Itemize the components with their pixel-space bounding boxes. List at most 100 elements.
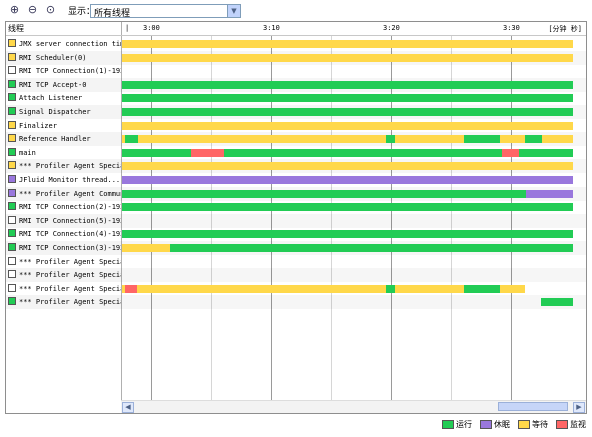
state-segment-waiting xyxy=(122,53,573,62)
thread-row[interactable]: RMI Scheduler(0) xyxy=(6,50,121,65)
toolbar: ⊕ ⊖ ⊙ 显示： 所有线程 ▼ xyxy=(0,0,592,20)
timeline-row xyxy=(121,132,586,146)
thread-state-icon xyxy=(8,161,16,170)
thread-row[interactable]: *** Profiler Agent Specia... xyxy=(6,295,121,310)
thread-row[interactable]: Attach Listener xyxy=(6,91,121,105)
timeline-row xyxy=(121,200,586,214)
timeline-row xyxy=(121,105,586,119)
thread-name: RMI TCP Connection(3)-192... xyxy=(19,244,121,252)
thread-row[interactable]: main xyxy=(6,146,121,160)
state-segment-waiting xyxy=(136,284,387,293)
state-segment-running xyxy=(122,189,526,198)
show-label: 显示： xyxy=(68,7,96,17)
state-segment-waiting xyxy=(122,284,126,293)
thread-row[interactable]: *** Profiler Agent Specia... xyxy=(6,268,121,283)
thread-name: main xyxy=(19,148,36,157)
state-segment-running xyxy=(122,80,573,89)
thread-row[interactable]: RMI TCP Connection(1)-192.... xyxy=(6,64,121,78)
timeline-row xyxy=(121,64,586,78)
legend-item-waiting: 等待 xyxy=(518,419,548,430)
gridline-major xyxy=(151,36,152,401)
thread-state-icon xyxy=(8,188,16,197)
thread-row[interactable]: RMI TCP Connection(4)-192... xyxy=(6,227,121,241)
scroll-thumb[interactable] xyxy=(498,402,568,411)
thread-state-icon xyxy=(8,66,16,75)
thread-row[interactable]: Finalizer xyxy=(6,119,121,133)
horizontal-scrollbar[interactable]: ◀ ▶ xyxy=(121,400,586,413)
state-segment-waiting xyxy=(500,135,526,144)
timeline-row xyxy=(121,255,586,269)
thread-state-icon xyxy=(8,229,16,238)
thread-row[interactable]: *** Profiler Agent Specia... xyxy=(6,159,121,174)
timeline-row xyxy=(121,214,586,228)
state-segment-running xyxy=(122,203,573,212)
state-segment-running xyxy=(224,148,503,157)
state-segment-running xyxy=(169,244,573,252)
timeline-row xyxy=(121,146,586,160)
thread-row[interactable]: RMI TCP Connection(2)-192... xyxy=(6,200,121,214)
thread-state-icon xyxy=(8,215,16,224)
thread-state-icon xyxy=(8,120,16,129)
thread-state-icon xyxy=(8,134,16,143)
thread-name: *** Profiler Agent Specia... xyxy=(19,257,121,266)
scroll-left-button[interactable]: ◀ xyxy=(122,402,134,413)
state-segment-waiting xyxy=(500,284,526,293)
thread-state-icon xyxy=(8,39,16,47)
timeline-row xyxy=(121,268,586,282)
thread-row[interactable]: *** Profiler Agent Specia... xyxy=(6,282,121,296)
thread-row[interactable]: JMX server connection tim... xyxy=(6,37,121,51)
time-tick: 3:20 xyxy=(383,24,400,32)
scroll-right-button[interactable]: ▶ xyxy=(573,402,585,413)
gridline-minor xyxy=(331,36,332,401)
state-segment-sleeping xyxy=(122,176,573,184)
thread-row[interactable]: *** Profiler Agent Specia... xyxy=(6,255,121,269)
state-segment-waiting xyxy=(122,40,573,48)
thread-name: Signal Dispatcher xyxy=(19,108,91,116)
state-segment-waiting xyxy=(122,244,170,252)
legend-item-running: 运行 xyxy=(442,419,472,430)
thread-state-icon xyxy=(8,297,16,306)
thread-row[interactable]: JFluid Monitor thread... xyxy=(6,173,121,187)
legend-item-monitor: 监视 xyxy=(556,419,586,430)
timeline-header: | 3:00 3:10 3:20 3:30 [分钟 秒] xyxy=(121,22,586,36)
thread-name: Reference Handler xyxy=(19,135,91,144)
gridline-minor xyxy=(451,36,452,401)
thread-state-icon xyxy=(8,107,16,115)
thread-state-icon xyxy=(8,147,16,156)
timeline-row xyxy=(121,37,586,51)
thread-name: RMI Scheduler(0) xyxy=(19,53,87,62)
legend-item-sleeping: 休眠 xyxy=(480,419,510,430)
threads-column-header: 线程 xyxy=(6,22,121,36)
legend-label: 监视 xyxy=(570,420,586,429)
thread-name: RMI TCP Connection(4)-192... xyxy=(19,230,121,239)
thread-state-icon xyxy=(8,243,16,251)
timeline-row xyxy=(121,119,586,133)
thread-state-icon xyxy=(8,283,16,292)
state-segment-sleeping xyxy=(525,189,573,198)
zoom-out-icon[interactable]: ⊖ xyxy=(27,3,38,16)
timeline[interactable]: | 3:00 3:10 3:20 3:30 [分钟 秒] ◀ ▶ xyxy=(121,22,586,413)
threads-panel: 线程 JMX server connection tim... RMI Sched… xyxy=(5,21,587,414)
zoom-fit-icon[interactable]: ⊙ xyxy=(45,3,56,16)
thread-name: Finalizer xyxy=(19,121,57,130)
chevron-down-icon[interactable]: ▼ xyxy=(227,5,240,17)
thread-row[interactable]: Signal Dispatcher xyxy=(6,105,121,119)
timeline-row xyxy=(121,173,586,187)
legend-swatch xyxy=(442,420,454,429)
state-segment-waiting xyxy=(122,121,573,130)
thread-row[interactable]: *** Profiler Agent Commun... xyxy=(6,186,121,201)
timeline-row xyxy=(121,282,586,296)
legend-label: 等待 xyxy=(532,420,548,429)
thread-row[interactable]: RMI TCP Connection(3)-192... xyxy=(6,241,121,255)
thread-names-column: 线程 JMX server connection tim... RMI Sched… xyxy=(6,22,122,413)
thread-state-icon xyxy=(8,79,16,88)
legend-swatch xyxy=(556,420,568,429)
thread-row[interactable]: Reference Handler xyxy=(6,132,121,147)
thread-row[interactable]: RMI TCP Accept-0 xyxy=(6,77,121,92)
timeline-row xyxy=(121,159,586,173)
thread-name: *** Profiler Agent Specia... xyxy=(19,298,121,307)
thread-name: RMI TCP Connection(1)-192.... xyxy=(19,67,121,76)
thread-row[interactable]: RMI TCP Connection(5)-192... xyxy=(6,213,121,228)
thread-filter-select[interactable]: 所有线程 ▼ xyxy=(90,4,241,19)
zoom-in-icon[interactable]: ⊕ xyxy=(9,3,20,16)
